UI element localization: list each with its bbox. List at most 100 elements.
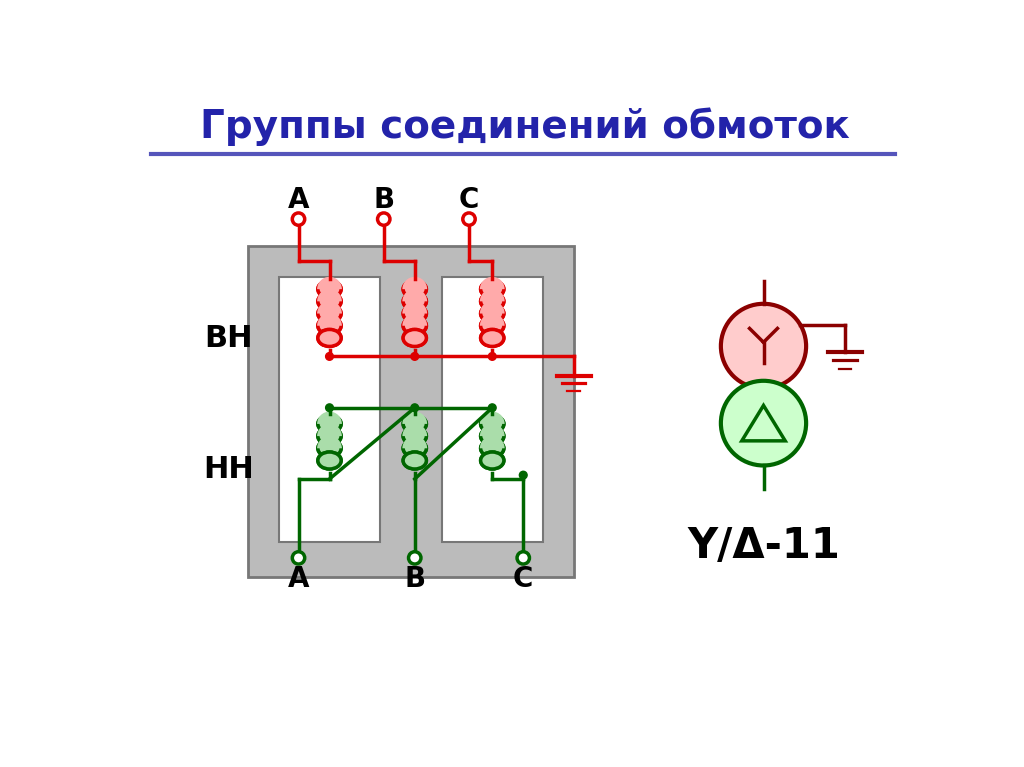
Ellipse shape <box>317 416 341 433</box>
Bar <box>248 246 573 577</box>
Text: A: A <box>288 186 309 214</box>
Ellipse shape <box>403 305 426 322</box>
Ellipse shape <box>403 318 426 334</box>
Circle shape <box>411 404 419 412</box>
Ellipse shape <box>317 318 341 334</box>
Ellipse shape <box>480 305 504 322</box>
Circle shape <box>488 404 496 412</box>
Circle shape <box>721 380 806 466</box>
Ellipse shape <box>317 428 341 445</box>
Ellipse shape <box>480 281 504 298</box>
Ellipse shape <box>317 281 341 298</box>
Ellipse shape <box>317 330 341 347</box>
Ellipse shape <box>317 293 341 310</box>
Text: Y/Δ-11: Y/Δ-11 <box>687 525 840 568</box>
Wedge shape <box>480 436 505 448</box>
Ellipse shape <box>480 428 504 445</box>
Ellipse shape <box>403 452 426 469</box>
Ellipse shape <box>480 318 504 334</box>
Wedge shape <box>402 436 427 448</box>
Ellipse shape <box>403 428 426 445</box>
Ellipse shape <box>480 439 504 457</box>
Ellipse shape <box>317 452 341 469</box>
Circle shape <box>378 213 390 225</box>
Ellipse shape <box>480 305 504 322</box>
Ellipse shape <box>317 439 341 457</box>
Text: НН: НН <box>204 455 254 484</box>
Ellipse shape <box>403 330 426 347</box>
Ellipse shape <box>403 305 426 322</box>
Text: B: B <box>373 186 394 214</box>
Text: B: B <box>404 565 425 594</box>
Ellipse shape <box>317 305 341 322</box>
Wedge shape <box>402 301 427 314</box>
Ellipse shape <box>403 281 426 298</box>
Circle shape <box>463 213 475 225</box>
Ellipse shape <box>403 439 426 457</box>
Ellipse shape <box>480 452 504 469</box>
Ellipse shape <box>480 452 504 469</box>
Text: Группы соединений обмоток: Группы соединений обмоток <box>200 107 850 146</box>
Bar <box>280 277 380 542</box>
Wedge shape <box>480 424 505 436</box>
Ellipse shape <box>480 428 504 445</box>
Circle shape <box>517 551 529 564</box>
Text: ВН: ВН <box>205 324 253 353</box>
Wedge shape <box>480 301 505 314</box>
Wedge shape <box>317 314 342 326</box>
Ellipse shape <box>480 293 504 310</box>
Ellipse shape <box>403 428 426 445</box>
Wedge shape <box>480 314 505 326</box>
Ellipse shape <box>403 452 426 469</box>
Ellipse shape <box>403 416 426 433</box>
Wedge shape <box>317 289 342 301</box>
Ellipse shape <box>480 330 504 347</box>
Wedge shape <box>317 301 342 314</box>
Wedge shape <box>480 412 505 424</box>
Ellipse shape <box>403 293 426 310</box>
Ellipse shape <box>317 318 341 334</box>
Ellipse shape <box>480 439 504 457</box>
Ellipse shape <box>317 330 341 347</box>
Ellipse shape <box>317 428 341 445</box>
Ellipse shape <box>480 318 504 334</box>
Circle shape <box>488 353 496 360</box>
Wedge shape <box>402 289 427 301</box>
Ellipse shape <box>317 293 341 310</box>
Ellipse shape <box>480 416 504 433</box>
Circle shape <box>292 213 305 225</box>
Wedge shape <box>402 412 427 424</box>
Text: C: C <box>459 186 479 214</box>
Ellipse shape <box>403 416 426 433</box>
Ellipse shape <box>403 439 426 457</box>
Ellipse shape <box>317 305 341 322</box>
Text: A: A <box>288 565 309 594</box>
Ellipse shape <box>317 281 341 298</box>
Ellipse shape <box>403 330 426 347</box>
Circle shape <box>721 304 806 389</box>
Circle shape <box>292 551 305 564</box>
Circle shape <box>519 471 527 479</box>
Ellipse shape <box>403 281 426 298</box>
Circle shape <box>411 353 419 360</box>
Text: C: C <box>513 565 534 594</box>
Wedge shape <box>317 412 342 424</box>
Wedge shape <box>480 277 505 289</box>
Wedge shape <box>402 314 427 326</box>
Ellipse shape <box>480 281 504 298</box>
Circle shape <box>326 404 334 412</box>
Ellipse shape <box>480 416 504 433</box>
Bar <box>442 277 543 542</box>
Circle shape <box>326 353 334 360</box>
Wedge shape <box>317 277 342 289</box>
Circle shape <box>409 551 421 564</box>
Wedge shape <box>402 277 427 289</box>
Ellipse shape <box>480 330 504 347</box>
Wedge shape <box>317 424 342 436</box>
Ellipse shape <box>317 416 341 433</box>
Ellipse shape <box>317 439 341 457</box>
Wedge shape <box>480 289 505 301</box>
Ellipse shape <box>403 318 426 334</box>
Wedge shape <box>317 436 342 448</box>
Ellipse shape <box>317 452 341 469</box>
